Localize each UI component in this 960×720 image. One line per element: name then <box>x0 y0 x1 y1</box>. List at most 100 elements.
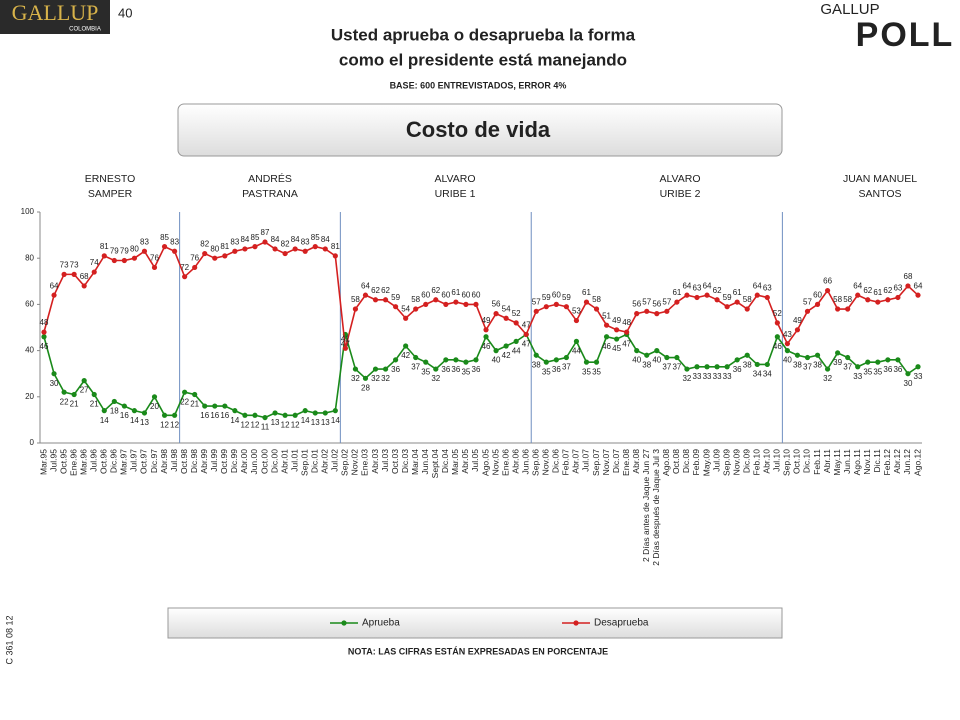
data-label: 56 <box>632 300 641 309</box>
x-tick-label: Dic.97 <box>149 449 159 473</box>
point <box>151 394 158 400</box>
point <box>503 315 509 321</box>
data-label: 12 <box>291 420 300 429</box>
x-tick-label: Dic.99 <box>229 449 239 473</box>
point <box>382 366 389 372</box>
data-label: 30 <box>904 379 913 388</box>
point <box>332 408 338 414</box>
point <box>222 403 228 409</box>
legend-marker <box>573 620 579 626</box>
data-label: 40 <box>632 356 641 365</box>
data-label: 61 <box>582 288 591 297</box>
data-label: 54 <box>401 304 410 313</box>
data-label: 36 <box>883 365 892 374</box>
point <box>754 292 760 298</box>
data-label: 37 <box>662 363 671 372</box>
data-label: 52 <box>773 309 782 318</box>
point <box>282 250 288 257</box>
data-label: 68 <box>80 272 89 281</box>
data-label: 34 <box>763 370 772 379</box>
data-label: 85 <box>311 233 320 242</box>
y-tick-label: 100 <box>21 207 35 216</box>
point <box>714 364 720 370</box>
x-tick-label: Mar.04 <box>410 449 420 475</box>
data-label: 36 <box>451 365 460 374</box>
point <box>262 239 268 245</box>
data-label: 79 <box>110 247 119 256</box>
data-label: 13 <box>140 418 149 427</box>
data-label: 80 <box>130 244 139 253</box>
data-label: 59 <box>723 293 732 302</box>
x-tick-label: Jul.95 <box>48 449 58 472</box>
data-label: 37 <box>411 363 420 372</box>
data-label: 33 <box>853 372 862 381</box>
data-label: 35 <box>421 367 430 376</box>
point <box>684 366 690 372</box>
x-tick-label: Dic.08 <box>681 449 691 473</box>
data-label: 49 <box>482 316 491 325</box>
x-tick-label: Feb.09 <box>691 449 701 476</box>
data-label: 82 <box>200 240 209 249</box>
x-tick-label: Jul.99 <box>209 449 219 472</box>
data-label: 46 <box>773 342 782 351</box>
y-tick-label: 20 <box>25 392 34 401</box>
x-tick-label: Jun.06 <box>520 449 530 475</box>
point <box>764 361 770 368</box>
data-label: 51 <box>602 311 611 320</box>
data-label: 37 <box>672 363 681 372</box>
point <box>503 343 509 349</box>
point <box>423 301 429 307</box>
data-label: 57 <box>803 297 812 306</box>
x-tick-label: Ago.08 <box>661 449 671 476</box>
point <box>804 308 811 314</box>
data-label: 18 <box>110 407 119 416</box>
data-label: 84 <box>321 235 330 244</box>
x-tick-label: Jul.03 <box>380 449 390 472</box>
point <box>624 329 630 335</box>
data-label: 14 <box>301 416 310 425</box>
data-label: 45 <box>612 344 621 353</box>
point <box>61 389 67 395</box>
point <box>573 338 580 344</box>
point <box>905 371 911 377</box>
point <box>312 410 318 416</box>
point <box>553 357 559 363</box>
data-label: 59 <box>562 293 571 302</box>
point <box>875 359 881 365</box>
data-label: 32 <box>431 374 440 383</box>
data-label: 54 <box>502 304 511 313</box>
data-label: 83 <box>140 237 149 246</box>
x-tick-label: Oct.10 <box>792 449 802 474</box>
point <box>272 246 278 252</box>
data-label: 37 <box>803 363 812 372</box>
x-tick-label: Oct.98 <box>179 449 189 474</box>
point <box>111 398 117 405</box>
data-label: 35 <box>863 367 872 376</box>
point <box>393 357 399 363</box>
data-label: 63 <box>893 284 902 293</box>
x-tick-label: Jul.01 <box>289 449 299 472</box>
data-label: 49 <box>793 316 802 325</box>
data-label: 21 <box>90 400 99 409</box>
x-tick-label: Nov.11 <box>862 449 872 475</box>
data-label: 38 <box>642 360 651 369</box>
point <box>563 304 569 310</box>
x-tick-label: Jun.00 <box>249 449 259 475</box>
data-label: 33 <box>693 372 702 381</box>
data-label: 14 <box>100 416 109 425</box>
x-tick-label: Ene.08 <box>621 449 631 476</box>
point <box>443 357 449 363</box>
x-tick-label: Abr.00 <box>239 449 249 474</box>
x-tick-label: Jun.11 <box>842 449 852 474</box>
point <box>81 378 87 384</box>
point <box>463 359 469 365</box>
data-label: 36 <box>391 365 400 374</box>
data-label: 47 <box>522 340 531 349</box>
point <box>553 301 559 307</box>
x-tick-label: Jul.98 <box>169 449 179 472</box>
data-label: 40 <box>652 356 661 365</box>
data-label: 58 <box>411 295 420 304</box>
x-tick-label: Sep.02 <box>340 449 350 476</box>
x-tick-label: Oct.08 <box>671 449 681 474</box>
